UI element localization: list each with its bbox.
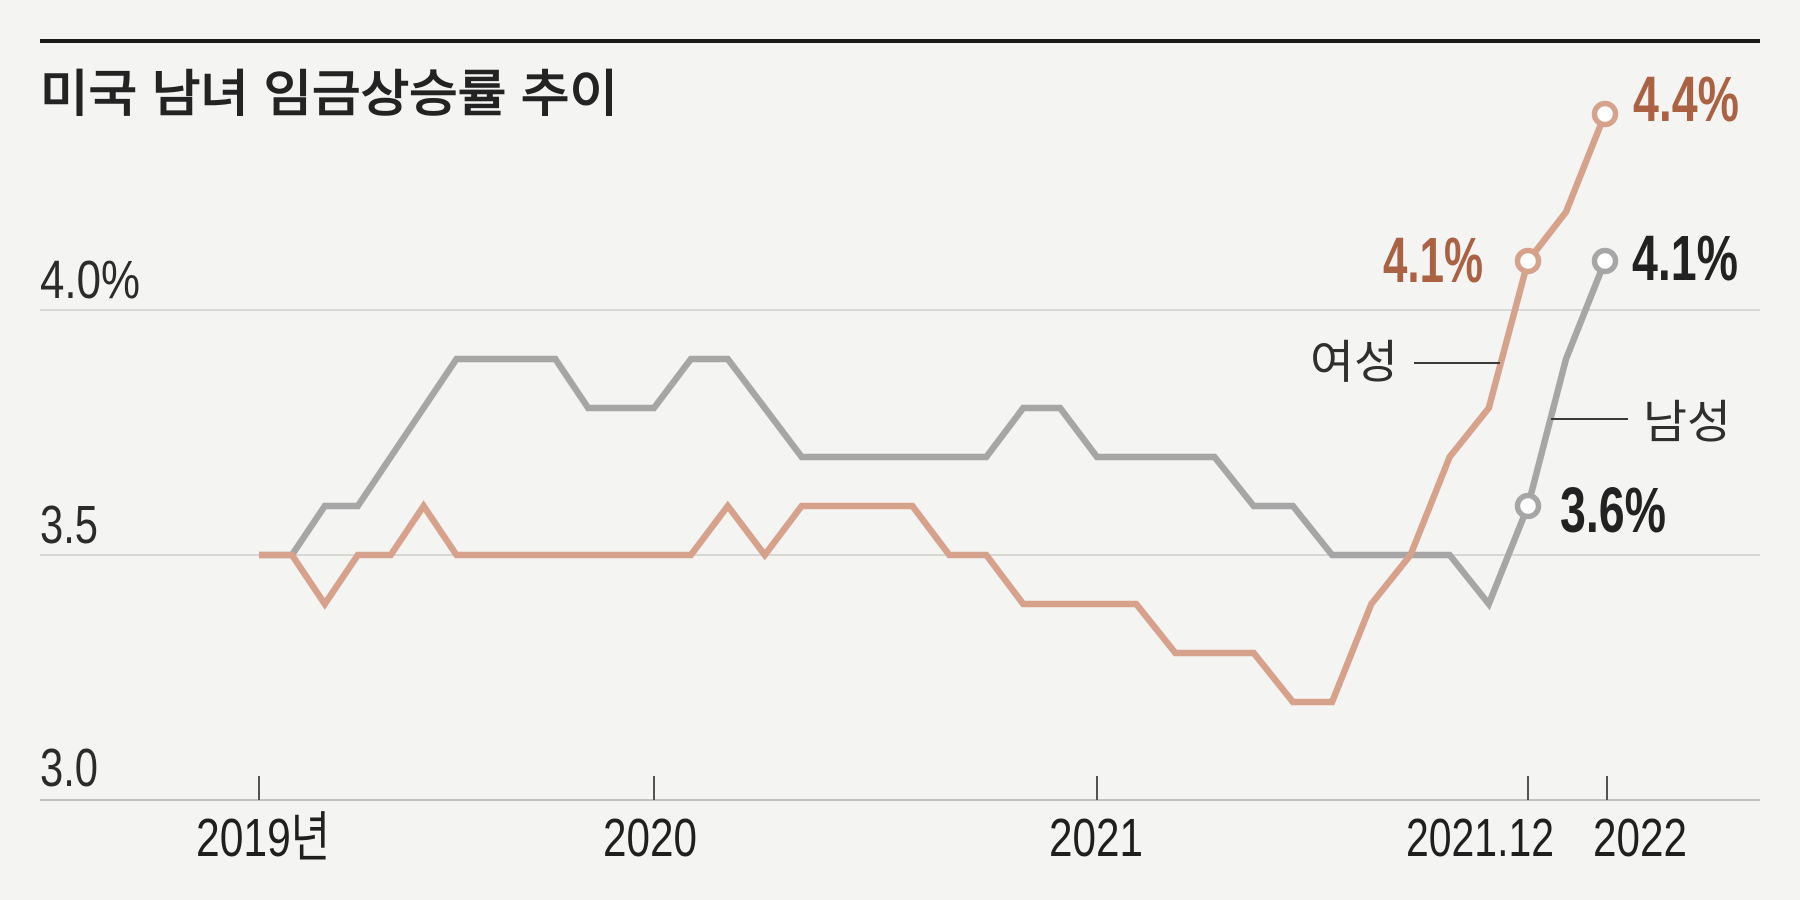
x-label-2022: 2022 [1593, 808, 1687, 868]
value-annotations: 4.1% 4.4% 3.6% 4.1% [1383, 63, 1739, 546]
series-line-men [259, 259, 1609, 611]
x-axis-labels: 2019년 2020 2021 2021.12 2022 [196, 808, 1687, 868]
y-label-3-0: 3.0 [40, 738, 98, 798]
chart-title: 미국 남녀 임금상승률 추이 [40, 66, 618, 122]
y-axis-labels: 4.0% 3.5 3.0 [40, 250, 140, 798]
marker-men-2022.02 [1591, 247, 1619, 275]
x-label-2021-12: 2021.12 [1406, 808, 1554, 868]
plot-area [259, 100, 1619, 706]
women-2021-12-value: 4.1% [1383, 224, 1483, 296]
y-label-3-5: 3.5 [40, 495, 98, 555]
y-label-4-0: 4.0% [40, 250, 140, 310]
men-2021-12-value: 3.6% [1560, 474, 1666, 546]
x-label-2020: 2020 [603, 808, 697, 868]
men-2022-value: 4.1% [1632, 222, 1738, 294]
gridlines [40, 309, 1760, 801]
men-series-label: 남성 [1643, 396, 1731, 448]
marker-women-2022.02 [1591, 100, 1619, 128]
x-label-2021: 2021 [1049, 808, 1143, 868]
marker-men-2021.12 [1514, 492, 1542, 520]
women-series-label: 여성 [1310, 336, 1398, 388]
x-label-2019: 2019년 [196, 808, 330, 868]
series-line-women [259, 112, 1609, 706]
x-axis-ticks [258, 776, 1608, 800]
women-2022-value: 4.4% [1633, 63, 1739, 135]
marker-women-2021.12 [1514, 247, 1542, 275]
series-labels: 여성 남성 [1310, 336, 1731, 448]
